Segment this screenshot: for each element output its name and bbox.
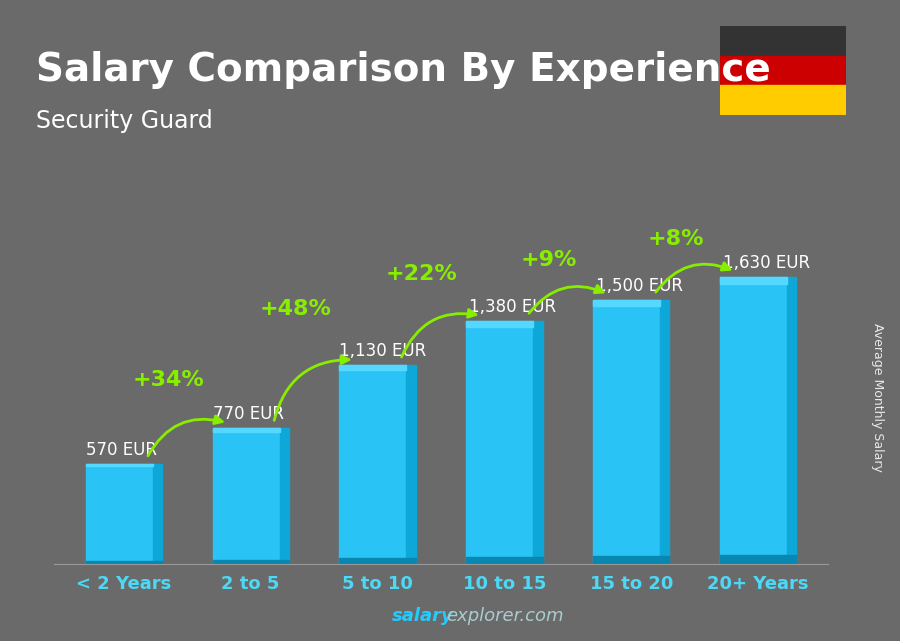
Text: +34%: +34% [132,370,204,390]
Bar [339,365,407,370]
Bar [339,558,416,564]
Bar [661,299,670,564]
Bar [593,299,661,306]
Bar [407,365,416,564]
Text: salary: salary [392,607,454,625]
Text: +8%: +8% [647,229,704,249]
Text: 570 EUR: 570 EUR [86,440,157,459]
Text: 1,130 EUR: 1,130 EUR [339,342,427,360]
Bar [86,463,153,564]
Text: explorer.com: explorer.com [446,607,564,625]
Text: 1,380 EUR: 1,380 EUR [469,298,556,316]
Bar [212,560,289,564]
Bar [593,556,670,564]
Bar [339,365,407,564]
Bar [720,277,788,284]
Bar [534,320,543,564]
Bar [86,463,153,466]
Text: 1,630 EUR: 1,630 EUR [723,254,810,272]
Bar [212,428,280,432]
Bar [720,277,788,564]
Bar [466,320,534,564]
Text: +9%: +9% [521,250,577,270]
Bar [720,26,846,56]
Bar [466,320,534,327]
Bar [593,299,661,564]
Text: Security Guard: Security Guard [36,109,212,133]
Bar [788,277,796,564]
Bar [720,556,796,564]
Text: 1,500 EUR: 1,500 EUR [596,277,683,295]
Text: +48%: +48% [259,299,331,319]
Bar [280,428,289,564]
Bar [212,428,280,564]
Text: +22%: +22% [386,264,458,284]
Bar [153,463,162,564]
Bar [720,56,846,85]
Text: 770 EUR: 770 EUR [212,405,284,424]
Bar [86,561,162,564]
Text: Salary Comparison By Experience: Salary Comparison By Experience [36,51,770,89]
Text: Average Monthly Salary: Average Monthly Salary [871,323,884,472]
Bar [720,85,846,115]
Bar [466,557,543,564]
Text: salaryexplorer.com: salaryexplorer.com [364,607,536,625]
